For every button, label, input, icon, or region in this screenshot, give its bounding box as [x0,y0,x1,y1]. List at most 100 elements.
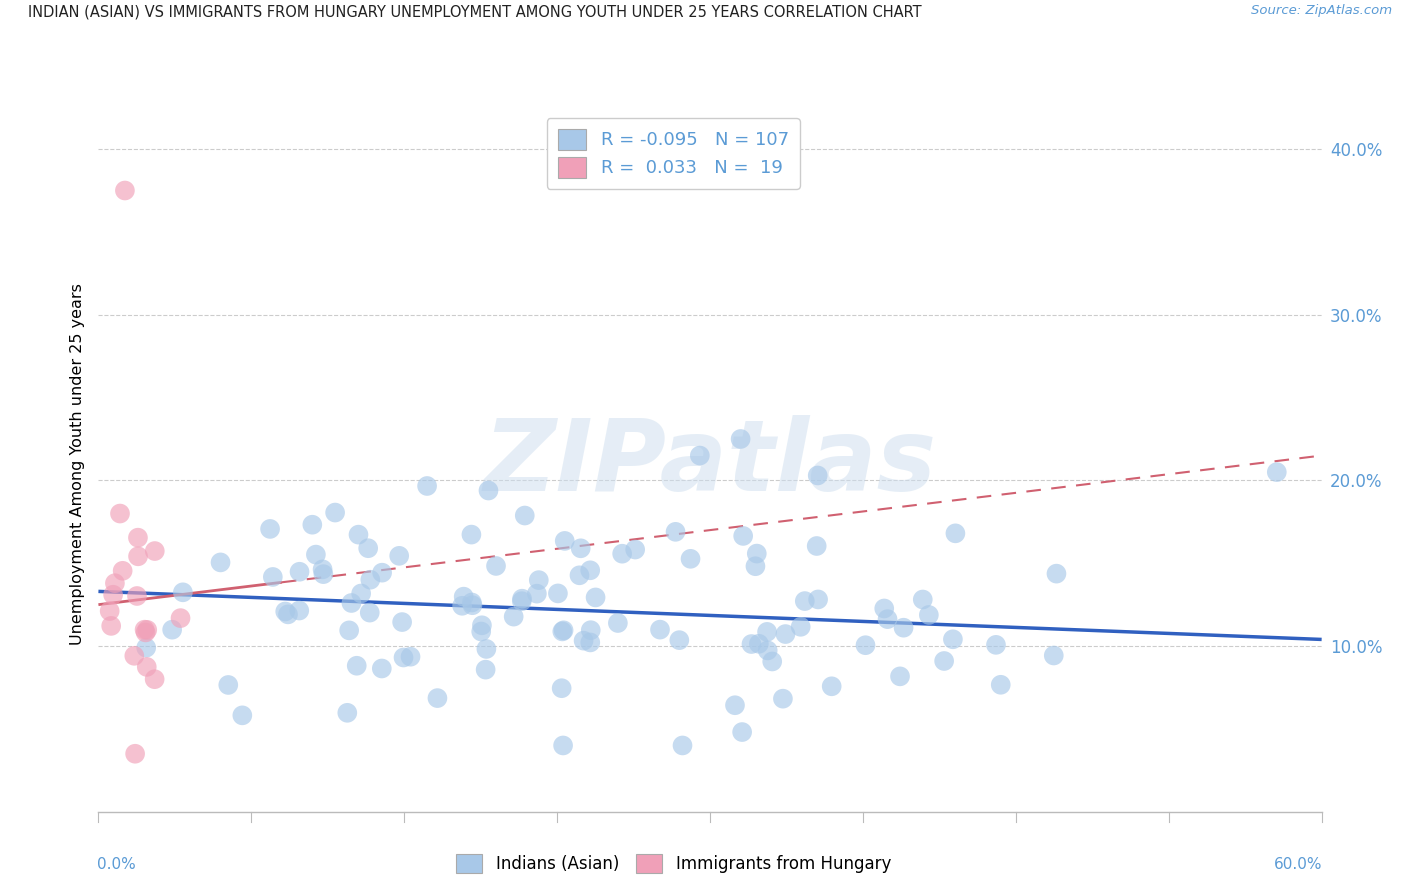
Point [554,533,576,548]
Point [101,588,124,602]
Text: ZIPatlas: ZIPatlas [484,416,936,512]
Point [568,568,591,582]
Point [399,649,422,664]
Point [772,691,794,706]
Point [942,632,965,647]
Point [550,681,572,696]
Point [136,623,159,637]
Point [259,522,281,536]
Point [1042,648,1064,663]
Point [312,567,335,582]
Text: INDIAN (ASIAN) VS IMMIGRANTS FROM HUNGARY UNEMPLOYMENT AMONG YOUTH UNDER 25 YEAR: INDIAN (ASIAN) VS IMMIGRANTS FROM HUNGAR… [28,4,922,20]
Point [108,507,131,521]
Point [789,620,811,634]
Point [416,479,439,493]
Point [388,549,411,563]
Point [347,527,370,541]
Point [731,725,754,739]
Point [527,573,550,587]
Point [876,612,898,626]
Point [231,708,253,723]
Point [807,592,830,607]
Point [679,551,702,566]
Point [606,615,628,630]
Point [336,706,359,720]
Point [689,449,711,463]
Point [918,607,941,622]
Point [392,650,415,665]
Point [127,549,149,564]
Point [893,621,915,635]
Point [288,603,311,617]
Point [371,661,394,675]
Point [470,624,492,639]
Point [761,655,783,669]
Point [323,506,346,520]
Point [305,548,328,562]
Point [111,564,134,578]
Point [806,539,828,553]
Point [134,623,156,637]
Legend: Indians (Asian), Immigrants from Hungary: Indians (Asian), Immigrants from Hungary [449,847,897,880]
Point [135,640,157,655]
Point [453,590,475,604]
Point [775,627,797,641]
Point [911,592,934,607]
Point [359,573,381,587]
Point [172,585,194,599]
Point [889,669,911,683]
Point [945,526,967,541]
Point [124,747,146,761]
Point [357,541,380,556]
Point [807,468,830,483]
Point [664,524,686,539]
Point [579,563,602,577]
Point [873,601,896,615]
Point [744,559,766,574]
Point [513,508,536,523]
Point [337,624,360,638]
Point [668,633,690,648]
Text: 0.0%: 0.0% [97,857,136,872]
Text: Source: ZipAtlas.com: Source: ZipAtlas.com [1251,4,1392,18]
Point [502,609,524,624]
Point [311,562,333,576]
Point [724,698,747,713]
Point [551,739,574,753]
Point [209,555,232,569]
Point [547,586,569,600]
Point [359,606,381,620]
Point [114,184,136,198]
Point [125,589,148,603]
Point [756,624,779,639]
Point [485,558,508,573]
Point [277,607,299,622]
Point [855,638,877,652]
Point [1045,566,1067,581]
Point [551,624,574,639]
Point [475,642,498,657]
Point [451,599,474,613]
Point [748,637,770,651]
Point [474,663,496,677]
Point [301,517,323,532]
Point [104,576,127,591]
Point [426,691,449,706]
Point [135,660,157,674]
Point [745,547,768,561]
Text: 60.0%: 60.0% [1274,857,1323,872]
Point [585,591,607,605]
Point [371,566,394,580]
Point [98,604,121,618]
Point [160,623,183,637]
Point [569,541,592,556]
Y-axis label: Unemployment Among Youth under 25 years: Unemployment Among Youth under 25 years [69,283,84,645]
Point [262,570,284,584]
Point [143,672,166,686]
Point [671,739,693,753]
Point [100,619,122,633]
Point [572,633,595,648]
Point [579,635,602,649]
Point [821,679,844,693]
Point [990,678,1012,692]
